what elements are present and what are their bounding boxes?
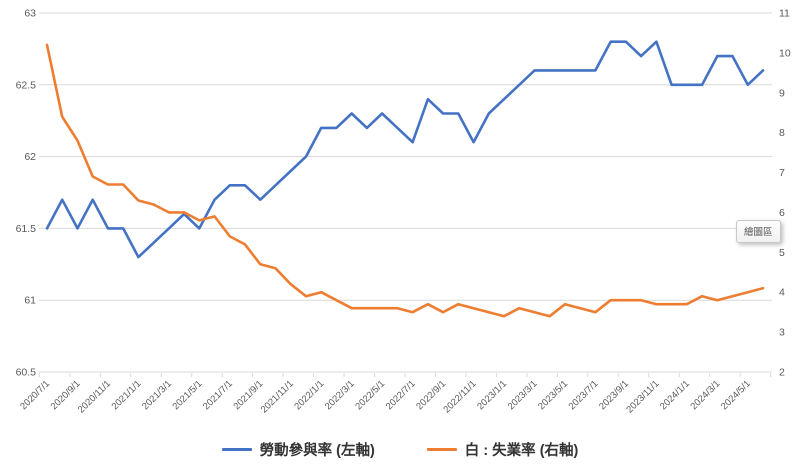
- svg-text:2021/11/1: 2021/11/1: [259, 378, 296, 415]
- svg-text:2: 2: [779, 367, 785, 379]
- svg-text:2021/7/1: 2021/7/1: [201, 378, 235, 412]
- svg-text:2024/5/1: 2024/5/1: [719, 378, 753, 412]
- svg-text:61.5: 61.5: [16, 223, 37, 235]
- unemployment-rate-line[interactable]: [45, 43, 765, 318]
- svg-text:2023/1/1: 2023/1/1: [475, 378, 509, 412]
- svg-text:2023/3/1: 2023/3/1: [506, 378, 540, 412]
- svg-text:62: 62: [24, 151, 36, 163]
- svg-text:62.5: 62.5: [16, 79, 37, 91]
- svg-text:2020/7/1: 2020/7/1: [18, 378, 52, 412]
- plot-area-tooltip: 繪圖區: [736, 220, 781, 243]
- svg-text:2024/3/1: 2024/3/1: [688, 378, 722, 412]
- left-axis-labels: 63 62.5 62 61.5 61 60.5: [16, 8, 37, 379]
- svg-text:3: 3: [779, 327, 785, 339]
- svg-text:2022/5/1: 2022/5/1: [353, 378, 387, 412]
- legend-item-unemployment-rate[interactable]: 白 : 失業率 (右軸): [426, 439, 579, 460]
- svg-text:2021/5/1: 2021/5/1: [171, 378, 205, 412]
- x-axis-labels: 2020/7/12020/9/12020/11/12021/1/12021/3/…: [18, 378, 753, 415]
- svg-text:2020/11/1: 2020/11/1: [76, 378, 113, 415]
- legend-line-swatch-blue: [221, 448, 252, 451]
- chart-legend[interactable]: 勞動參與率 (左軸) 白 : 失業率 (右軸): [0, 439, 800, 460]
- svg-text:8: 8: [779, 127, 785, 139]
- svg-text:2022/3/1: 2022/3/1: [323, 378, 357, 412]
- svg-text:11: 11: [779, 8, 790, 20]
- participation-rate-line[interactable]: [45, 40, 765, 259]
- line-chart[interactable]: 6362.56261.56160.51110987654322020/7/120…: [0, 0, 800, 420]
- svg-text:2022/7/1: 2022/7/1: [384, 378, 418, 412]
- svg-text:2021/1/1: 2021/1/1: [110, 378, 144, 412]
- svg-text:2023/5/1: 2023/5/1: [536, 378, 570, 412]
- svg-text:7: 7: [779, 167, 785, 179]
- svg-text:61: 61: [24, 295, 36, 307]
- svg-text:2021/3/1: 2021/3/1: [140, 378, 174, 412]
- svg-text:6: 6: [779, 207, 785, 219]
- svg-text:2024/1/1: 2024/1/1: [658, 378, 692, 412]
- svg-text:9: 9: [779, 87, 785, 99]
- svg-text:2023/7/1: 2023/7/1: [567, 378, 601, 412]
- legend-line-swatch-orange: [426, 448, 457, 451]
- x-axis-ticks: [38, 373, 772, 377]
- legend-label-unemployment-rate: 白 : 失業率 (右軸): [464, 443, 579, 459]
- right-axis-labels: 11 10 9 8 7 6 5 4 3 2: [779, 8, 791, 379]
- svg-text:5: 5: [779, 247, 785, 259]
- svg-text:60.5: 60.5: [16, 367, 37, 379]
- svg-text:10: 10: [779, 47, 791, 59]
- legend-item-participation-rate[interactable]: 勞動參與率 (左軸): [221, 439, 375, 460]
- svg-text:63: 63: [24, 8, 36, 20]
- svg-text:4: 4: [779, 287, 785, 299]
- svg-text:2022/1/1: 2022/1/1: [292, 378, 326, 412]
- gridlines: [39, 12, 772, 373]
- svg-text:2022/11/1: 2022/11/1: [442, 378, 479, 415]
- legend-label-participation-rate: 勞動參與率 (左軸): [259, 443, 375, 459]
- svg-text:2023/11/1: 2023/11/1: [624, 378, 661, 415]
